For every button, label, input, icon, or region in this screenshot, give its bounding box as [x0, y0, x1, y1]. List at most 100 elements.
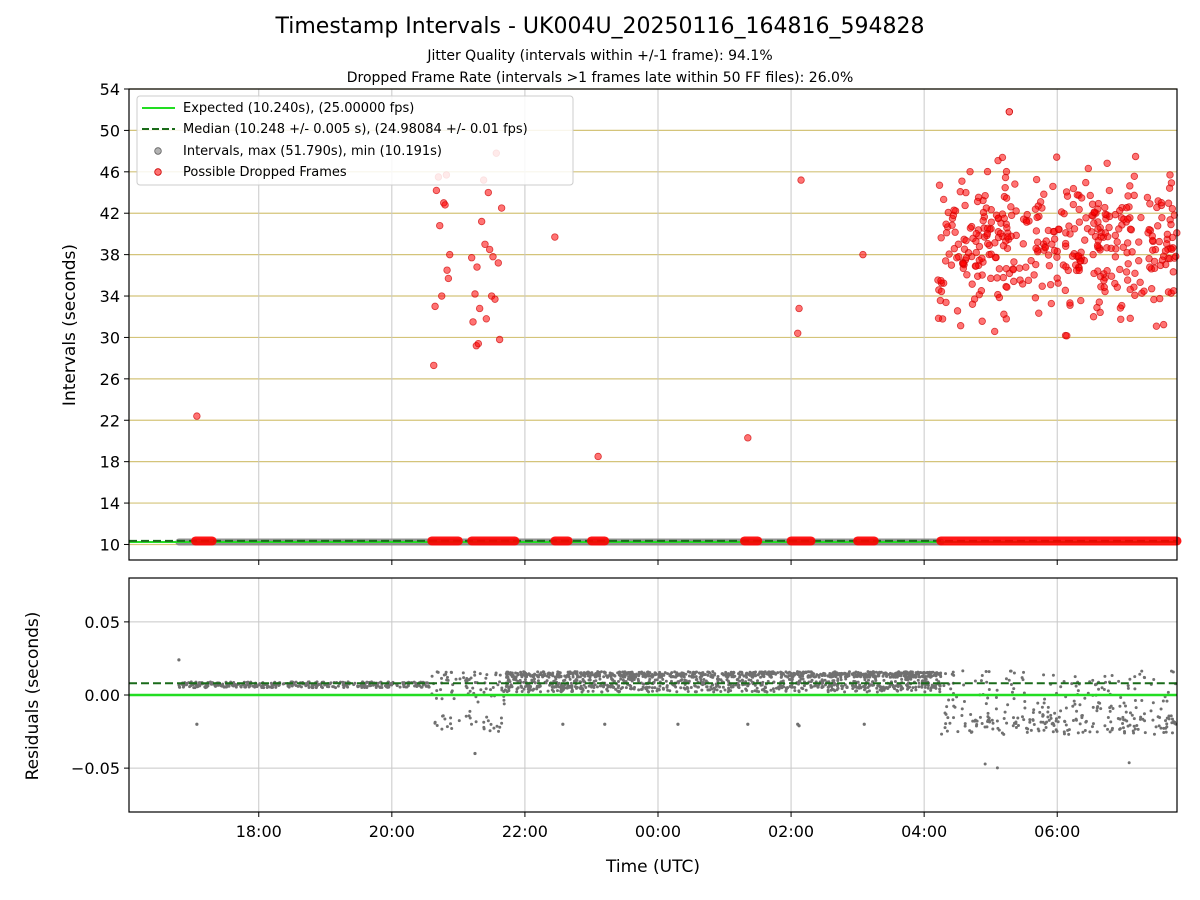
dropped-frame-point: [1002, 167, 1011, 176]
dropped-frame-point: [1146, 200, 1154, 208]
residual-point: [1078, 703, 1082, 707]
residual-point: [508, 671, 512, 675]
residual-point: [1046, 710, 1050, 714]
residual-point: [832, 688, 836, 692]
residual-point: [859, 671, 863, 675]
dropped-frame-point: [1003, 283, 1011, 291]
residual-point: [845, 685, 849, 689]
dropped-frame-point: [489, 252, 497, 261]
residual-point: [935, 678, 939, 682]
residual-point: [877, 674, 881, 678]
residual-point: [1118, 727, 1122, 731]
dropped-frame-point: [474, 339, 483, 348]
residual-point: [566, 685, 570, 689]
residual-point: [839, 675, 843, 679]
residual-point: [963, 724, 967, 728]
residual-point: [1121, 726, 1125, 730]
residual-point: [586, 689, 590, 693]
dropped-frame-point: [795, 304, 803, 313]
residual-point: [784, 689, 788, 693]
residuals-y-axis-label: Residuals (seconds): [23, 612, 43, 781]
residual-point: [213, 684, 217, 688]
residual-point: [996, 726, 1000, 730]
dropped-frame-point: [1090, 269, 1098, 278]
residual-point: [917, 673, 921, 677]
residual-point: [471, 686, 475, 690]
residual-point: [829, 688, 833, 692]
residual-point: [555, 689, 559, 693]
dropped-frame-point: [1101, 203, 1109, 212]
dropped-frame-point: [983, 229, 992, 238]
residual-point: [769, 688, 773, 692]
residual-point: [1164, 730, 1168, 734]
residual-point: [741, 679, 745, 683]
dropped-frame-point: [193, 412, 201, 420]
residual-point: [1071, 704, 1075, 708]
residual-point: [771, 672, 775, 676]
residual-point: [1091, 722, 1095, 726]
residual-point: [1059, 709, 1063, 713]
residual-point: [765, 672, 769, 676]
residual-point: [774, 672, 778, 676]
dropped-frame-point: [1054, 225, 1063, 233]
residual-point: [706, 670, 710, 674]
residual-point: [814, 675, 818, 679]
residual-point: [738, 679, 742, 683]
residual-point: [934, 686, 938, 690]
residual-point: [253, 685, 257, 689]
residual-point: [1064, 723, 1068, 727]
residual-point: [693, 690, 697, 694]
residual-point: [258, 682, 262, 686]
residual-point: [1132, 731, 1136, 735]
residual-point: [586, 670, 590, 674]
residual-point: [975, 722, 979, 726]
residual-point: [856, 680, 860, 684]
residual-point: [725, 672, 729, 676]
residual-point: [866, 670, 870, 674]
residual-point: [440, 676, 444, 680]
residual-point: [905, 684, 909, 688]
residual-point: [547, 671, 551, 675]
dropped-frame-point: [996, 229, 1005, 238]
residual-point: [1043, 697, 1047, 701]
residual-point: [762, 687, 766, 691]
residual-point: [844, 677, 848, 681]
dropped-frame-point: [1075, 266, 1083, 275]
residual-point: [1047, 718, 1051, 722]
residual-point: [637, 688, 641, 692]
dropped-frame-point: [1032, 244, 1040, 253]
residual-point: [313, 683, 317, 687]
x-tick-label: 04:00: [901, 822, 947, 841]
chart-title: Timestamp Intervals - UK004U_20250116_16…: [275, 14, 925, 39]
residual-point: [465, 686, 469, 690]
residual-point: [668, 689, 672, 693]
dropped-frame-point: [1011, 180, 1019, 188]
legend: Expected (10.240s), (25.00000 fps) Median…: [136, 95, 574, 186]
residual-point: [875, 690, 879, 694]
residual-point: [686, 687, 690, 691]
dropped-frame-point: [1007, 211, 1016, 219]
residual-point: [826, 685, 830, 689]
residual-point: [485, 673, 489, 677]
dropped-frame-point: [551, 233, 559, 241]
residual-point: [484, 676, 488, 680]
residual-point: [760, 671, 764, 675]
residual-point: [545, 679, 549, 683]
chart-subtitle-dropped: Dropped Frame Rate (intervals >1 frames …: [346, 70, 854, 86]
residual-point: [595, 685, 599, 689]
residual-point: [1135, 723, 1139, 727]
residual-point: [871, 674, 875, 678]
residual-point: [938, 690, 942, 694]
residual-point: [1071, 719, 1075, 723]
residual-point: [1076, 731, 1080, 735]
residual-point: [986, 711, 990, 715]
dropped-frame-point: [432, 186, 441, 195]
residual-point: [806, 674, 810, 678]
residual-point: [662, 673, 666, 677]
residual-point: [476, 700, 480, 704]
dropped-frame-point: [1077, 194, 1086, 202]
dropped-frame-point: [1135, 257, 1143, 265]
residual-point: [551, 674, 555, 678]
dropped-frame-point: [1069, 184, 1078, 193]
residual-point: [567, 675, 571, 679]
